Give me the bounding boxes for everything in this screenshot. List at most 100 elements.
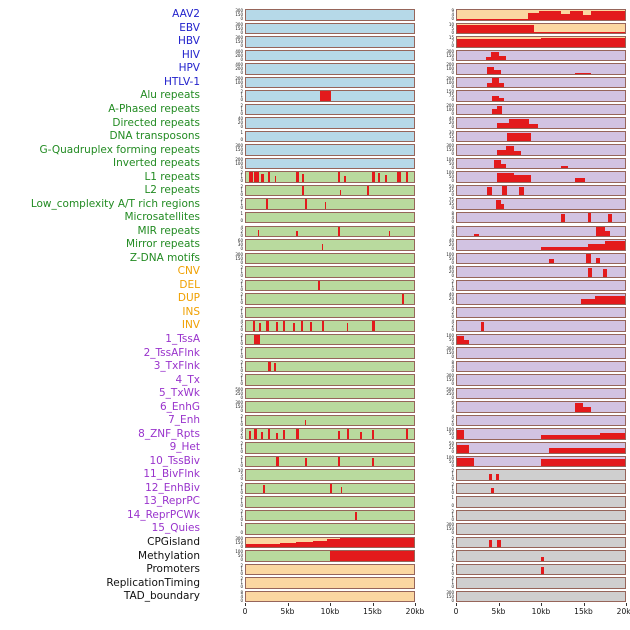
signal-bar	[266, 199, 268, 209]
y-tick-label: 9	[451, 8, 454, 14]
y-tick-label: 2	[240, 183, 243, 189]
track-row: L2 repeats 2 1 0 50 25 0	[0, 184, 630, 198]
y-axis-ticks-right: 200 100 0	[415, 103, 456, 115]
y-tick-label: 0	[451, 313, 454, 319]
signal-bar	[487, 186, 493, 196]
y-tick-label: 2	[240, 346, 243, 352]
y-tick-label: 200	[235, 75, 243, 81]
signal-bar	[505, 145, 515, 155]
track-label: INV	[181, 319, 200, 332]
y-axis-ticks-left: 200 100 0	[205, 157, 245, 169]
y-tick-label: 50	[448, 336, 454, 342]
y-tick-label: 4	[240, 224, 243, 230]
signal-bar	[338, 227, 341, 237]
y-tick-label: 0	[240, 43, 243, 49]
track-row: 5_TxWk 500 250 0 500 250 0	[0, 387, 630, 401]
y-tick-label: 0	[240, 16, 243, 22]
track-panel-right	[456, 428, 626, 440]
track-label: HPV	[178, 62, 200, 75]
track-row: Inverted repeats 200 100 0 100 50 0	[0, 157, 630, 171]
y-tick-label: 0	[240, 191, 243, 197]
y-tick-label: 2	[240, 576, 243, 582]
y-tick-label: 0	[451, 381, 454, 387]
signal-bar	[480, 322, 484, 331]
signal-bar	[487, 82, 493, 88]
y-tick-label: 4	[451, 363, 454, 369]
signal-bar	[296, 541, 314, 548]
y-axis-ticks-right: 40 20 0	[415, 117, 456, 129]
y-tick-label: 100	[235, 549, 243, 555]
signal-bar	[279, 542, 297, 548]
signal-bar	[561, 165, 568, 169]
signal-bar	[296, 429, 299, 439]
x-tick-label: 5kb	[280, 607, 295, 617]
signal-bar	[276, 432, 278, 439]
track-label: 8_ZNF_Rpts	[138, 427, 200, 440]
track-panel-left	[245, 90, 415, 102]
signal-bar	[319, 91, 331, 101]
signal-bar	[490, 488, 494, 494]
track-row: 9_Het 2 1 0 50 25 0	[0, 441, 630, 455]
signal-bar	[507, 133, 531, 142]
y-axis-ticks-left: 300 150 0	[205, 252, 245, 264]
y-tick-label: 0	[451, 97, 454, 103]
y-tick-label: 1	[451, 495, 454, 501]
track-panel-left	[245, 496, 415, 508]
track-panel-left	[245, 374, 415, 386]
track-row: 7_Enh 2 1 0 4 2 0	[0, 414, 630, 428]
track-label: 4_Tx	[175, 373, 200, 386]
signal-bar	[561, 14, 570, 20]
y-tick-label: 150	[235, 404, 243, 410]
track-panel-left	[245, 198, 415, 210]
signal-bar	[372, 457, 375, 467]
signal-bar	[457, 430, 464, 439]
track-label: TAD_boundary	[123, 590, 200, 603]
track-panel-left	[245, 550, 415, 562]
x-tick-label: 10kb	[320, 607, 340, 617]
y-axis-ticks-right: 300 150 0	[415, 590, 456, 602]
signal-bar	[302, 185, 305, 196]
track-panel-right	[456, 374, 626, 386]
y-tick-label: 0	[240, 421, 243, 427]
track-panel-left	[245, 387, 415, 400]
y-tick-label: 5	[451, 25, 454, 31]
signal-bar	[549, 447, 625, 453]
signal-bar	[262, 543, 280, 548]
y-tick-label: 300	[235, 143, 243, 149]
y-tick-label: 100	[446, 156, 454, 162]
y-tick-label: 150	[235, 147, 243, 153]
signal-bar	[594, 295, 625, 304]
y-tick-label: 2	[451, 576, 454, 582]
track-panel-right	[456, 387, 626, 400]
track-label: Promoters	[146, 563, 200, 576]
y-tick-label: 20	[448, 269, 454, 275]
y-tick-label: 0	[451, 273, 454, 279]
track-row: AAV2 300 150 0 9 4 0	[0, 8, 630, 22]
track-panel-left	[245, 469, 415, 481]
signal-bar	[473, 234, 479, 237]
y-axis-ticks-left: 10 5 0	[205, 469, 245, 481]
y-tick-label: 1	[240, 336, 243, 342]
track-panel-right	[456, 184, 626, 197]
y-tick-label: 300	[446, 373, 454, 379]
x-tick-mark	[245, 603, 246, 607]
y-tick-label: 0	[240, 124, 243, 130]
y-tick-label: 100	[446, 106, 454, 112]
y-tick-label: 150	[446, 52, 454, 58]
signal-bar	[267, 172, 270, 182]
track-panel-right	[456, 347, 626, 359]
y-tick-label: 1	[451, 485, 454, 491]
signal-bar	[366, 186, 369, 196]
track-panel-right	[456, 239, 626, 251]
signal-bar	[388, 230, 391, 237]
y-tick-label: 2	[240, 495, 243, 501]
signal-bar	[492, 109, 498, 115]
signal-bar	[581, 298, 595, 304]
track-panel-right	[456, 144, 626, 156]
